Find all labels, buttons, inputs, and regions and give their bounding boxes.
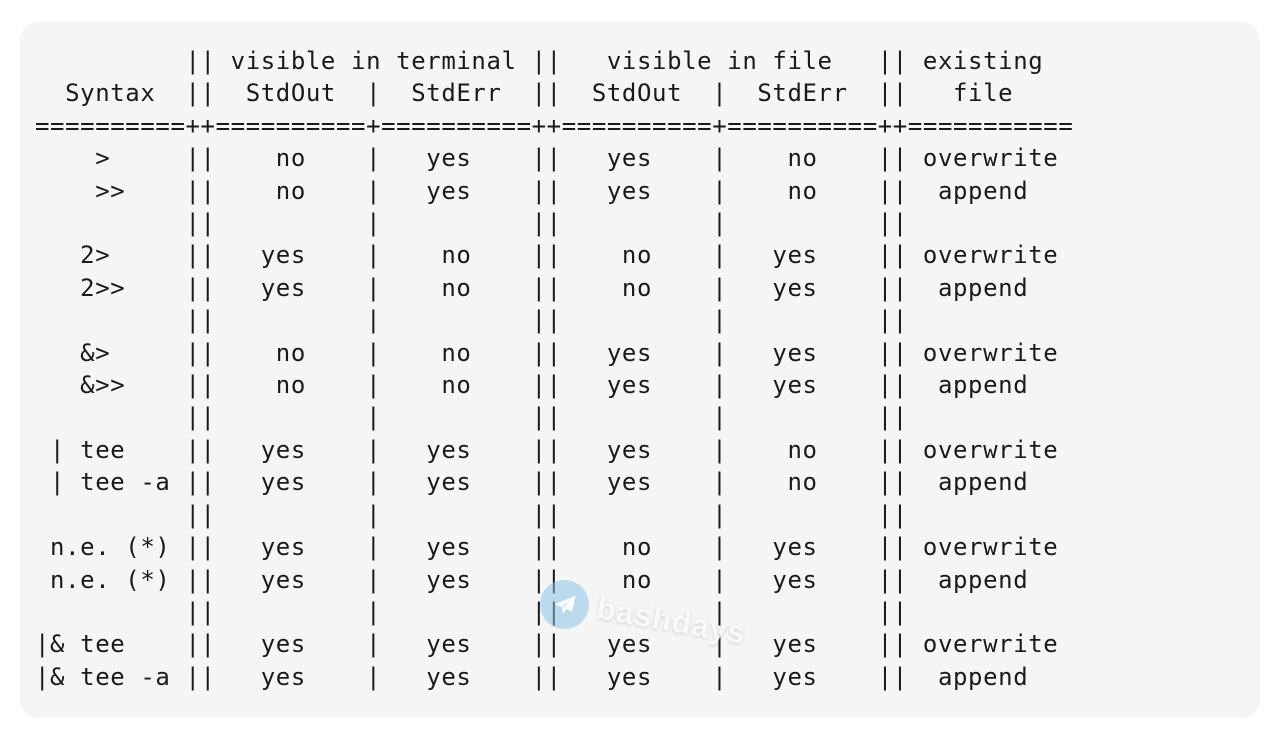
redirection-table: || visible in terminal || visible in fil…: [35, 47, 1074, 691]
table-card: || visible in terminal || visible in fil…: [20, 22, 1260, 718]
